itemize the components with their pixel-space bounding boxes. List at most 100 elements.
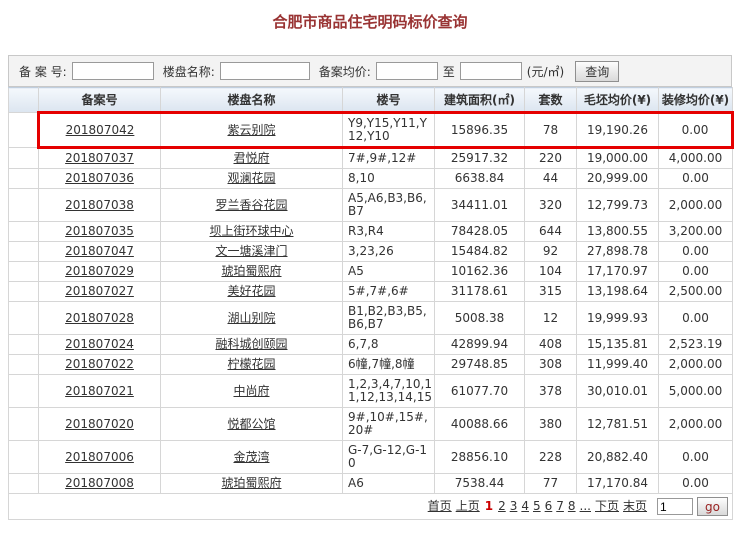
project-name-link[interactable]: 琥珀蜀熙府	[221, 264, 282, 278]
buildings-cell: 8,10	[342, 168, 435, 189]
pager-page-link-4[interactable]: 4	[521, 499, 529, 513]
rough-price-cell: 11,999.40	[576, 354, 659, 375]
to-label: 至	[442, 64, 455, 79]
project-name-link[interactable]: 观澜花园	[227, 171, 276, 185]
units-cell: 92	[524, 241, 577, 262]
record-no-cell: 201807024	[38, 334, 161, 355]
project-name-link[interactable]: 融科城创颐园	[215, 337, 288, 351]
project-name-link[interactable]: 金茂湾	[233, 449, 270, 464]
project-name-input[interactable]	[219, 62, 310, 80]
record-no-link[interactable]: 201807027	[65, 284, 134, 298]
record-no-link[interactable]: 201807024	[65, 337, 134, 351]
row-spacer-cell	[8, 354, 39, 375]
pager-ellipsis-link[interactable]: ...	[579, 499, 591, 513]
project-name-link[interactable]: 柠檬花园	[227, 357, 276, 371]
project-name-link[interactable]: 紫云别院	[227, 122, 276, 137]
name-cell: 湖山别院	[160, 301, 343, 335]
pager-page-link-2[interactable]: 2	[498, 499, 506, 513]
decor-price-cell: 0.00	[658, 440, 733, 474]
row-spacer-cell	[8, 188, 39, 222]
name-cell: 融科城创颐园	[160, 334, 343, 355]
project-name-link[interactable]: 悦都公馆	[227, 416, 276, 431]
record-no-link[interactable]: 201807022	[65, 357, 134, 371]
price-max-input[interactable]	[459, 62, 522, 80]
record-no-link[interactable]: 201807020	[65, 416, 134, 431]
units-cell: 378	[524, 374, 577, 408]
units-cell: 228	[524, 440, 577, 474]
record-no-link[interactable]: 201807006	[65, 449, 134, 464]
record-no-link[interactable]: 201807042	[65, 122, 135, 137]
pager-last-link[interactable]: 末页	[623, 499, 648, 513]
record-no-link[interactable]: 201807008	[65, 476, 134, 490]
col-header-name: 楼盘名称	[160, 87, 343, 113]
units-cell: 44	[524, 168, 577, 189]
project-name-link[interactable]: 罗兰香谷花园	[215, 197, 288, 212]
record-no-input[interactable]	[71, 62, 154, 80]
pager-go-button[interactable]: go	[697, 497, 728, 516]
name-cell: 君悦府	[160, 147, 343, 169]
record-no-link[interactable]: 201807047	[65, 244, 134, 258]
rough-price-cell: 19,000.00	[576, 147, 659, 169]
buildings-cell: A5,A6,B3,B6,B7	[342, 188, 435, 222]
record-no-link[interactable]: 201807021	[65, 383, 134, 398]
decor-price-cell: 0.00	[658, 261, 733, 282]
pager-page-link-6[interactable]: 6	[544, 499, 553, 513]
buildings-cell: Y9,Y15,Y11,Y12,Y10	[342, 111, 435, 149]
buildings-cell: 3,23,26	[342, 241, 435, 262]
price-min-input[interactable]	[375, 62, 438, 80]
record-no-cell: 201807028	[38, 301, 161, 335]
row-spacer-cell	[8, 374, 39, 408]
project-name-link[interactable]: 美好花园	[227, 284, 276, 298]
name-cell: 罗兰香谷花园	[160, 188, 343, 222]
row-spacer-cell	[8, 301, 39, 335]
project-name-link[interactable]: 坝上街环球中心	[209, 224, 294, 238]
query-button[interactable]: 查询	[575, 60, 620, 82]
decor-price-cell: 0.00	[658, 301, 733, 335]
record-no-cell: 201807037	[38, 147, 161, 169]
project-name-link[interactable]: 文一塘溪津门	[215, 244, 288, 258]
decor-price-cell: 0.00	[658, 111, 734, 149]
table-row: 201807038 罗兰香谷花园 A5,A6,B3,B6,B7 34411.01 320…	[8, 188, 733, 222]
record-no-cell: 201807020	[38, 407, 161, 441]
area-cell: 42899.94	[434, 334, 525, 355]
row-spacer-cell	[8, 112, 39, 148]
pager-page-link-3[interactable]: 3	[509, 499, 518, 513]
row-spacer-cell	[8, 241, 39, 262]
row-spacer-cell	[8, 440, 39, 474]
table-row: 201807022 柠檬花园 6幢,7幢,8幢 29748.85 308 11,999.4…	[8, 354, 733, 375]
pager-goto-input[interactable]	[657, 498, 694, 515]
area-cell: 15896.35	[434, 111, 525, 149]
project-name-link[interactable]: 君悦府	[233, 151, 270, 165]
table-row: 201807021 中尚府 1,2,3,4,7,10,11,12,13,14,15 6…	[8, 374, 733, 408]
row-spacer-cell	[8, 473, 39, 494]
pager-prev-link[interactable]: 上页	[455, 499, 480, 513]
record-no-link[interactable]: 201807037	[65, 151, 134, 165]
units-cell: 78	[524, 111, 577, 149]
buildings-cell: 6,7,8	[342, 334, 435, 355]
rough-price-cell: 15,135.81	[576, 334, 659, 355]
decor-price-cell: 2,500.00	[658, 281, 733, 302]
rough-price-cell: 13,800.55	[576, 221, 659, 242]
record-no-link[interactable]: 201807028	[65, 310, 134, 325]
pager-page-link-7[interactable]: 7	[556, 499, 564, 513]
record-no-link[interactable]: 201807038	[65, 197, 134, 212]
record-no-link[interactable]: 201807035	[65, 224, 134, 238]
area-cell: 7538.44	[434, 473, 525, 494]
pager-page-link-5[interactable]: 5	[532, 499, 541, 513]
corner-cell	[8, 87, 39, 113]
project-name-link[interactable]: 湖山别院	[227, 310, 276, 325]
units-cell: 308	[524, 354, 577, 375]
project-name-link[interactable]: 琥珀蜀熙府	[221, 476, 282, 490]
pager-next-link[interactable]: 下页	[595, 499, 620, 513]
pager-first-link[interactable]: 首页	[427, 499, 452, 513]
decor-price-cell: 2,523.19	[658, 334, 733, 355]
record-no-link[interactable]: 201807029	[65, 264, 134, 278]
record-no-cell: 201807047	[38, 241, 161, 262]
project-name-link[interactable]: 中尚府	[233, 383, 270, 398]
area-cell: 5008.38	[434, 301, 525, 335]
pager-page-link-8[interactable]: 8	[567, 499, 576, 513]
record-no-link[interactable]: 201807036	[65, 171, 134, 185]
table-row: 201807028 湖山别院 B1,B2,B3,B5,B6,B7 5008.38 12 1…	[8, 301, 733, 335]
area-cell: 25917.32	[434, 147, 525, 169]
